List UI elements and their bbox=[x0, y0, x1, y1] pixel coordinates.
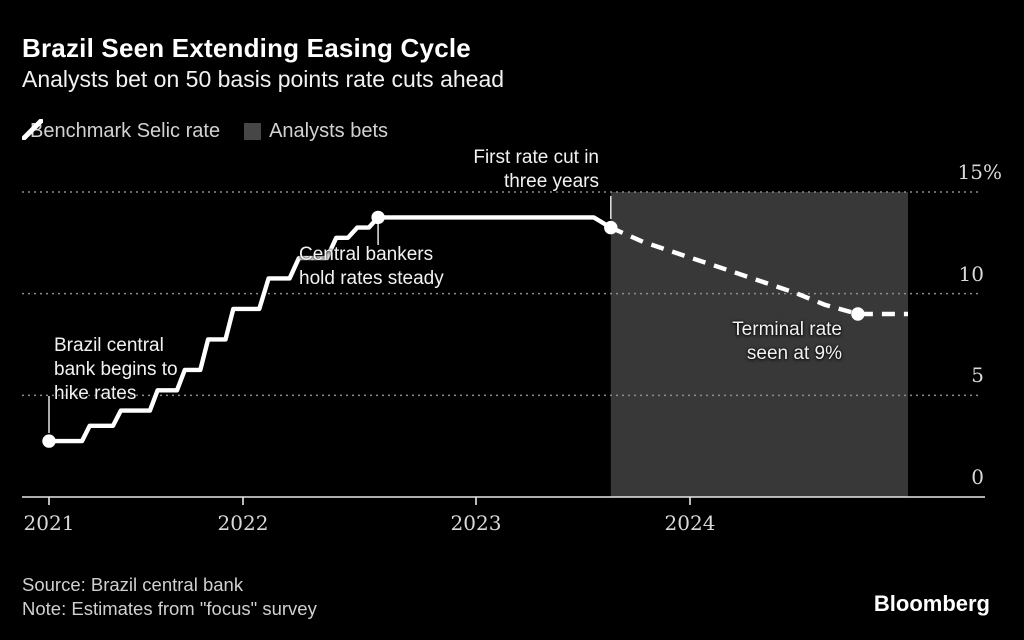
annotation-begin-hike: Brazil central bank begins to hike rates bbox=[54, 335, 178, 404]
annotation-first-cut: First rate cut in three years bbox=[473, 147, 599, 192]
annotation-terminal-rate: Terminal rate seen at 9% bbox=[732, 319, 842, 364]
legend-label-analysts: Analysts bets bbox=[269, 119, 389, 142]
data-point-marker bbox=[371, 210, 385, 225]
annotation-hold-steady: Central bankers hold rates steady bbox=[299, 244, 444, 289]
legend-label-selic: Benchmark Selic rate bbox=[30, 119, 221, 142]
x-tick-label: 2022 bbox=[217, 511, 269, 535]
chart-subtitle: Analysts bet on 50 basis points rate cut… bbox=[22, 66, 505, 92]
y-tick-label: 5 bbox=[971, 363, 984, 388]
y-tick-label: 10 bbox=[958, 261, 984, 286]
chart-legend: Benchmark Selic rate Analysts bets bbox=[22, 119, 388, 143]
bloomberg-logo: Bloomberg bbox=[873, 591, 990, 616]
shaded-box-icon bbox=[244, 122, 262, 140]
chart-footer: Source: Brazil central bank Note: Estima… bbox=[22, 573, 317, 621]
line-slash-icon bbox=[22, 119, 43, 140]
x-tick-label: 2021 bbox=[23, 511, 75, 535]
series-solid bbox=[49, 215, 612, 444]
data-point-marker bbox=[604, 220, 618, 235]
forecast-band bbox=[610, 192, 908, 497]
data-point-marker bbox=[851, 307, 865, 321]
methodology-note: Note: Estimates from "focus" survey bbox=[22, 598, 317, 619]
source-note: Source: Brazil central bank bbox=[22, 574, 244, 595]
y-tick-label: 0 bbox=[971, 465, 984, 489]
series-dashed bbox=[609, 225, 908, 317]
x-tick-label: 2023 bbox=[450, 511, 502, 535]
y-tick-label: 15% bbox=[957, 160, 1002, 184]
x-tick-label: 2024 bbox=[664, 511, 716, 535]
page-title: Brazil Seen Extending Easing Cycle bbox=[22, 33, 471, 63]
data-point-marker bbox=[42, 434, 56, 448]
